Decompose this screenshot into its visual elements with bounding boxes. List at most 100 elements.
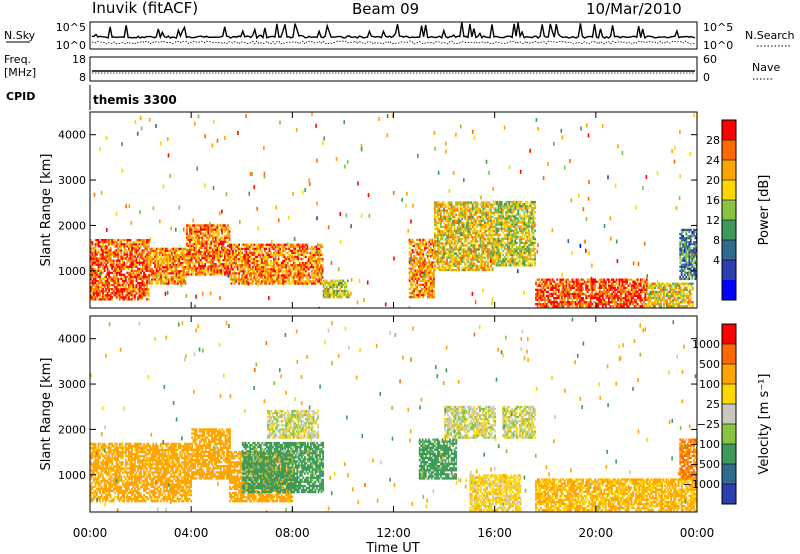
heatmap-cell xyxy=(347,291,349,295)
heatmap-cell xyxy=(254,266,257,269)
heatmap-cell xyxy=(186,242,188,245)
heatmap-cell xyxy=(515,221,518,224)
heatmap-cell xyxy=(219,254,222,258)
heatmap-cell xyxy=(433,257,435,260)
heatmap-cell xyxy=(450,240,453,243)
heatmap-cell xyxy=(300,274,303,277)
heatmap-cell xyxy=(320,270,322,273)
date-title: 10/Mar/2010 xyxy=(586,0,682,18)
heatmap-cell xyxy=(276,264,278,267)
heatmap-cell xyxy=(301,251,304,254)
heatmap-cell xyxy=(464,264,467,267)
heatmap-cell xyxy=(181,249,184,252)
heatmap-cell xyxy=(189,228,191,231)
heatmap-cell xyxy=(253,247,256,250)
heatmap-cell xyxy=(138,251,141,254)
heatmap-cell xyxy=(449,209,451,212)
heatmap-cell xyxy=(285,251,288,254)
heatmap-cell xyxy=(482,260,485,263)
heatmap-cell xyxy=(514,241,517,245)
heatmap-cell xyxy=(108,255,110,258)
heatmap-cell xyxy=(303,261,306,265)
heatmap-cell xyxy=(93,253,95,256)
heatmap-cell xyxy=(135,271,138,274)
heatmap-cell xyxy=(542,294,545,298)
heatmap-cell xyxy=(163,272,166,275)
heatmap-cell xyxy=(548,284,551,287)
heatmap-cell xyxy=(487,219,489,223)
heatmap-cell xyxy=(494,233,497,236)
heatmap-cell xyxy=(132,290,135,293)
heatmap-cell xyxy=(490,215,492,218)
heatmap-cell xyxy=(311,280,313,283)
heatmap-cell xyxy=(499,243,501,247)
heatmap-cell xyxy=(294,261,297,265)
heatmap-cell xyxy=(450,217,453,220)
heatmap-cell xyxy=(473,256,476,259)
heatmap-cell xyxy=(318,282,321,285)
heatmap-cell xyxy=(337,293,340,297)
heatmap-cell xyxy=(318,255,321,259)
heatmap-cell xyxy=(468,207,471,210)
heatmap-cell xyxy=(163,261,166,265)
heatmap-cell xyxy=(532,219,535,222)
heatmap-cell xyxy=(497,209,500,212)
heatmap-cell xyxy=(465,236,468,239)
heatmap-cell xyxy=(115,277,118,281)
heatmap-cell xyxy=(158,272,161,275)
heatmap-cell xyxy=(309,276,312,279)
heatmap-cell xyxy=(440,268,442,272)
heatmap-cell xyxy=(166,272,169,275)
heatmap-cell xyxy=(208,261,211,264)
heatmap-cell xyxy=(433,251,435,254)
heatmap-cell xyxy=(462,268,465,272)
heatmap-cell xyxy=(137,255,139,258)
heatmap-cell xyxy=(499,200,501,204)
heatmap-cell xyxy=(446,215,448,218)
heatmap-cell xyxy=(339,283,342,286)
heatmap-cell xyxy=(532,200,535,204)
heatmap-cell xyxy=(172,272,175,275)
heatmap-cell xyxy=(487,236,489,239)
heatmap-cell xyxy=(431,275,434,278)
heatmap-cell xyxy=(414,249,417,252)
heatmap-cell xyxy=(118,263,121,266)
heatmap-cell xyxy=(131,290,133,293)
heatmap-cell xyxy=(189,252,191,256)
heatmap-cell xyxy=(499,227,501,230)
heatmap-cell xyxy=(251,278,254,281)
heatmap-cell xyxy=(271,280,274,283)
heatmap-cell xyxy=(211,230,214,233)
heatmap-cell xyxy=(449,262,451,265)
heatmap-cell xyxy=(509,217,512,220)
heatmap-cell xyxy=(506,211,509,214)
heatmap-cell xyxy=(93,281,95,285)
heatmap-cell xyxy=(423,265,426,268)
heatmap-cell xyxy=(297,249,300,252)
heatmap-cell xyxy=(531,225,533,228)
heatmap-cell xyxy=(417,271,420,274)
heatmap-cell xyxy=(264,259,266,263)
heatmap-cell xyxy=(175,259,178,263)
heatmap-cell xyxy=(155,264,158,267)
heatmap-cell xyxy=(131,261,133,264)
heatmap-cell xyxy=(271,261,274,265)
heatmap-cell xyxy=(279,253,281,257)
heatmap-cell xyxy=(414,271,417,274)
heatmap-cell xyxy=(523,211,526,214)
heatmap-cell xyxy=(163,255,166,259)
heatmap-cell xyxy=(259,274,262,277)
heatmap-cell xyxy=(127,245,130,248)
heatmap-cell xyxy=(514,239,517,242)
heatmap-cell xyxy=(262,257,265,261)
heatmap-cell xyxy=(115,273,118,276)
heatmap-cell xyxy=(426,287,429,291)
heatmap-cell xyxy=(428,296,431,299)
heatmap-cell xyxy=(505,237,508,240)
heatmap-cell xyxy=(115,255,118,258)
heatmap-cell xyxy=(459,201,462,204)
heatmap-cell xyxy=(117,279,120,283)
heatmap-cell xyxy=(343,289,346,293)
heatmap-cell xyxy=(241,282,243,285)
heatmap-cell xyxy=(545,290,548,294)
